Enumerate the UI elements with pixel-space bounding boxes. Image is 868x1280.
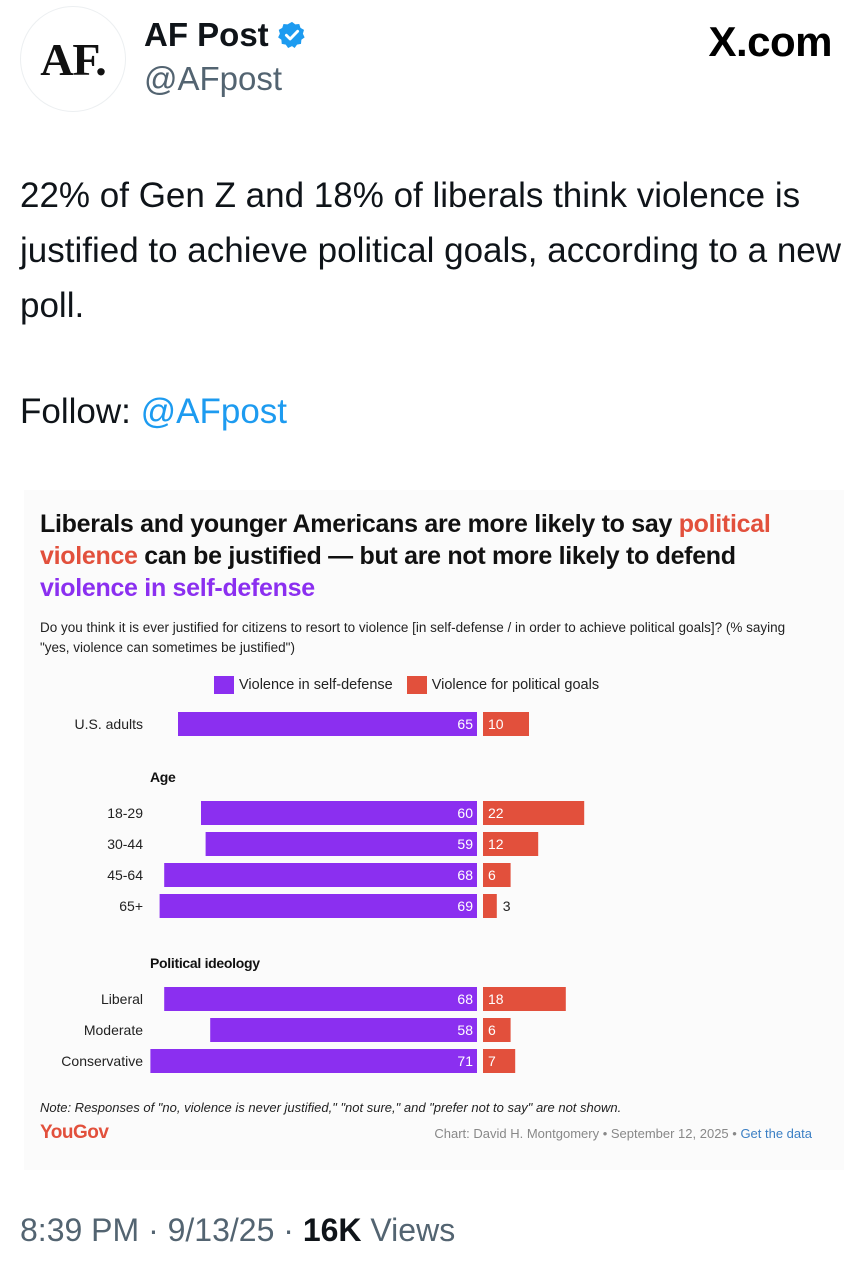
chart-question: Do you think it is ever justified for ci… xyxy=(40,620,786,655)
chart-credit-text: Chart: David H. Montgomery • September 1… xyxy=(434,1126,741,1141)
row-label: 30-44 xyxy=(107,836,143,852)
row-label: Liberal xyxy=(101,991,143,1007)
value-political: 3 xyxy=(503,898,511,914)
row-label: 65+ xyxy=(119,898,143,914)
row-label: 18-29 xyxy=(107,805,143,821)
meta-separator-1: · xyxy=(139,1212,168,1248)
row-label: U.S. adults xyxy=(75,716,143,732)
meta-separator-2: · xyxy=(274,1212,303,1248)
value-self-defense: 68 xyxy=(457,991,473,1007)
yougov-logo: YouGov xyxy=(40,1122,109,1143)
group-label: Age xyxy=(150,769,176,785)
value-political: 22 xyxy=(488,805,504,821)
tweet-time[interactable]: 8:39 PM xyxy=(20,1212,140,1248)
bar-self-defense xyxy=(164,863,477,887)
chart-title-red: political violence xyxy=(40,510,771,570)
group-label: Political ideology xyxy=(150,955,260,971)
views-label: Views xyxy=(370,1212,456,1248)
value-political: 6 xyxy=(488,1022,496,1038)
chart-title-part1: Liberals and younger Americans are more … xyxy=(40,510,679,538)
bar-chart: U.S. adults 65 10 Age 18-29 60 22 30-44 59 12 45-6… xyxy=(61,712,585,1073)
tweet-metadata: 8:39 PM · 9/13/25 · 16K Views xyxy=(20,1212,455,1249)
value-political: 12 xyxy=(488,836,504,852)
bar-self-defense xyxy=(150,1049,477,1073)
views-count: 16K xyxy=(302,1212,362,1248)
bar-political xyxy=(483,894,497,918)
value-political: 18 xyxy=(488,991,504,1007)
value-self-defense: 59 xyxy=(457,836,473,852)
bar-self-defense xyxy=(205,832,477,856)
bar-political xyxy=(483,801,585,825)
bar-political xyxy=(483,1049,516,1073)
value-political: 10 xyxy=(488,716,504,732)
legend-label-self-defense: Violence in self-defense xyxy=(239,677,393,693)
chart-note: Note: Responses of "no, violence is neve… xyxy=(40,1100,622,1115)
chart-title-part2: can be justified — but are not more like… xyxy=(137,542,736,570)
value-self-defense: 68 xyxy=(457,867,473,883)
chart-credit: Chart: David H. Montgomery • September 1… xyxy=(434,1126,812,1141)
legend-swatch-self-defense xyxy=(214,676,234,694)
bar-self-defense xyxy=(201,801,477,825)
follow-prefix: Follow: xyxy=(20,392,141,431)
value-political: 7 xyxy=(488,1053,496,1069)
display-name[interactable]: AF Post xyxy=(144,16,307,54)
row-label: Moderate xyxy=(84,1022,143,1038)
bar-political xyxy=(483,712,529,736)
tweet-date[interactable]: 9/13/25 xyxy=(167,1212,275,1248)
bar-self-defense xyxy=(164,987,477,1011)
chart-title-purple: violence in self-defense xyxy=(40,574,315,602)
bar-self-defense xyxy=(210,1018,477,1042)
legend-label-political: Violence for political goals xyxy=(431,677,600,693)
display-name-text: AF Post xyxy=(144,16,269,53)
x-com-logo: X.com xyxy=(708,18,832,65)
value-self-defense: 71 xyxy=(457,1053,473,1069)
value-self-defense: 60 xyxy=(457,805,473,821)
verified-badge-icon xyxy=(277,21,305,48)
legend-item-political: Violence for political goals xyxy=(406,676,600,694)
value-self-defense: 65 xyxy=(457,716,473,732)
bar-political xyxy=(483,863,511,887)
value-self-defense: 58 xyxy=(457,1022,473,1038)
row-label: Conservative xyxy=(61,1053,143,1069)
legend-swatch-political xyxy=(406,676,427,694)
value-self-defense: 69 xyxy=(457,898,473,914)
chart-image[interactable]: Liberals and younger Americans are more … xyxy=(24,490,844,1170)
bar-self-defense xyxy=(178,712,477,736)
bar-political xyxy=(483,987,566,1011)
tweet-text: 22% of Gen Z and 18% of liberals think v… xyxy=(20,176,842,325)
bar-political xyxy=(483,832,539,856)
row-label: 45-64 xyxy=(107,867,143,883)
chart-title: Liberals and younger Americans are more … xyxy=(40,508,830,604)
follow-line: Follow: @AFpost xyxy=(20,388,287,436)
bar-self-defense xyxy=(159,894,477,918)
get-data-link[interactable]: Get the data xyxy=(740,1126,812,1141)
user-handle[interactable]: @AFpost xyxy=(144,60,283,97)
legend-item-self-defense: Violence in self-defense xyxy=(214,676,393,694)
follow-mention-link[interactable]: @AFpost xyxy=(140,392,288,431)
chart-legend: Violence in self-defense Violence for po… xyxy=(214,676,613,694)
avatar[interactable]: AF. xyxy=(20,6,126,112)
avatar-logo-text: AF. xyxy=(40,33,107,85)
bar-political xyxy=(483,1018,511,1042)
value-political: 6 xyxy=(488,867,496,883)
